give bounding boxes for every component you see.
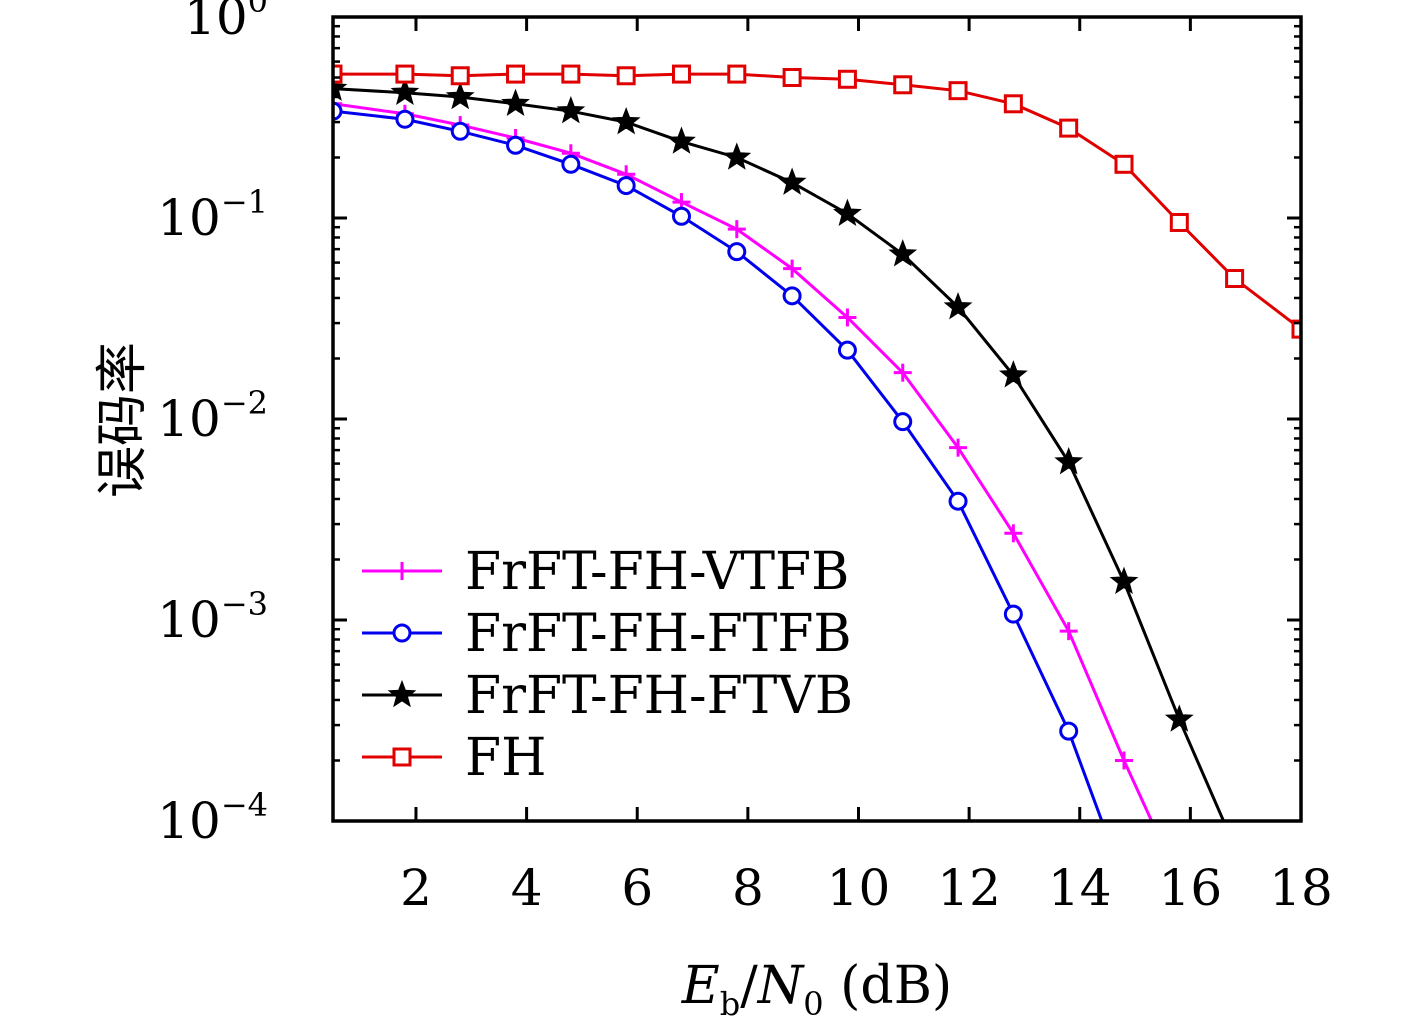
data-point <box>727 242 747 262</box>
data-point <box>556 96 586 124</box>
y-tick-label: 100 <box>184 0 268 46</box>
x-tick-label: 4 <box>511 859 543 917</box>
series-layer <box>333 64 1301 821</box>
data-point <box>782 68 802 88</box>
data-point <box>392 747 412 767</box>
legend-item: FrFT-FH-VTFB <box>362 542 849 602</box>
data-point <box>561 64 581 84</box>
data-point <box>506 64 526 84</box>
data-point <box>671 64 691 84</box>
data-point <box>782 286 802 306</box>
data-point <box>1003 94 1023 114</box>
data-point <box>888 239 918 267</box>
y-tick-label: 10−2 <box>157 384 268 448</box>
legend-label: FH <box>465 728 546 788</box>
data-point <box>1003 604 1023 624</box>
data-point <box>616 66 636 86</box>
data-point <box>1109 566 1139 594</box>
data-point <box>1114 154 1134 174</box>
x-tick-label: 12 <box>937 859 1001 917</box>
x-tick-label: 6 <box>621 859 653 917</box>
data-point <box>671 206 691 226</box>
data-point <box>387 679 417 708</box>
legend-item: FH <box>362 728 546 788</box>
data-point <box>893 412 913 432</box>
data-point <box>998 360 1028 388</box>
data-point <box>395 109 415 129</box>
data-point <box>395 64 415 84</box>
y-tick-label: 10−1 <box>157 183 268 247</box>
data-point <box>1169 212 1189 232</box>
x-axis-label: Eb/N0 (dB) <box>681 956 952 1017</box>
y-tick-label: 10−3 <box>157 585 268 649</box>
series-line <box>333 102 1154 821</box>
data-point <box>333 73 348 101</box>
x-tick-label: 8 <box>732 859 764 917</box>
data-point <box>833 198 862 226</box>
legend-label: FrFT-FH-FTVB <box>465 666 853 726</box>
x-tick-label: 14 <box>1048 859 1112 917</box>
y-axis-label: 误码率 <box>93 342 153 498</box>
data-point <box>1059 118 1079 138</box>
data-point <box>1291 319 1301 339</box>
x-tick-label: 10 <box>827 859 891 917</box>
data-point <box>392 623 412 643</box>
data-point <box>616 176 636 196</box>
data-point <box>1164 704 1194 732</box>
y-tick-label: 10−4 <box>157 786 268 850</box>
x-tick-label: 2 <box>400 859 432 917</box>
series-frft-fh-ftvb <box>333 73 1225 821</box>
data-point <box>893 75 913 95</box>
y-tick-labels: 100 10−1 10−2 10−3 10−4 <box>157 0 268 850</box>
data-point <box>445 81 475 110</box>
data-point <box>333 101 343 121</box>
plot-frame <box>331 15 1303 823</box>
data-point <box>667 126 696 154</box>
data-point <box>450 66 470 86</box>
data-point <box>943 292 973 320</box>
series-fh <box>333 64 1301 339</box>
data-point <box>837 69 857 89</box>
data-point <box>611 106 641 135</box>
data-point <box>948 491 968 511</box>
legend-label: FrFT-FH-FTFB <box>465 604 852 664</box>
data-point <box>722 142 752 170</box>
data-point <box>561 154 581 174</box>
legend-item: FrFT-FH-FTVB <box>362 666 853 726</box>
data-point <box>777 167 807 195</box>
data-point <box>837 340 857 360</box>
x-tick-label: 16 <box>1159 859 1223 917</box>
series-frft-fh-ftfb <box>333 101 1104 821</box>
x-tick-labels: 2 4 6 8 10 12 14 16 18 <box>400 859 1333 917</box>
legend-label: FrFT-FH-VTFB <box>465 542 849 602</box>
data-point <box>506 135 526 155</box>
data-point <box>727 64 747 84</box>
data-point <box>1059 721 1079 741</box>
legend-item: FrFT-FH-FTFB <box>362 604 852 664</box>
data-point <box>333 64 343 84</box>
data-point <box>501 88 530 117</box>
data-point <box>1054 447 1084 475</box>
data-point <box>390 77 420 105</box>
data-point <box>1225 269 1245 289</box>
data-point <box>948 81 968 101</box>
x-tick-label: 18 <box>1269 859 1333 917</box>
data-point <box>450 121 470 141</box>
